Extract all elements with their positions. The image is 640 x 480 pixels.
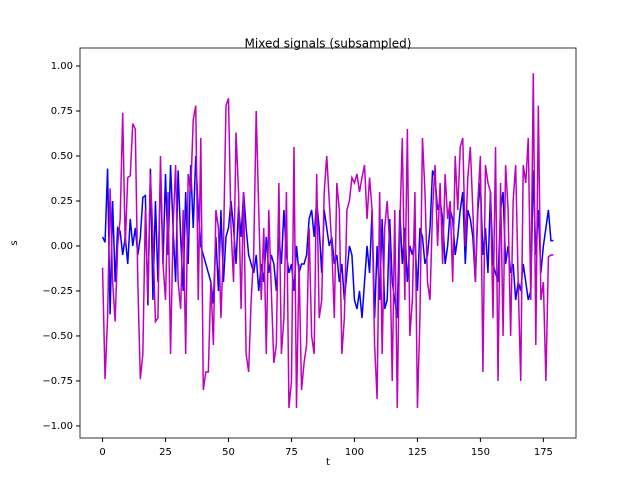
x-tick-label: 175 xyxy=(534,447,553,458)
x-tick-label: 50 xyxy=(222,447,235,458)
y-tick-label: −0.25 xyxy=(42,286,73,297)
chart-title: Mixed signals (subsampled) xyxy=(245,37,412,51)
y-tick-label: −0.75 xyxy=(42,376,73,387)
y-tick-label: 0.00 xyxy=(51,241,73,252)
x-tick-label: 150 xyxy=(471,447,490,458)
x-tick-label: 100 xyxy=(345,447,364,458)
y-tick-label: 0.25 xyxy=(51,196,73,207)
y-tick-label: −1.00 xyxy=(42,421,73,432)
x-axis-label: t xyxy=(326,457,330,468)
y-tick-label: 1.00 xyxy=(51,61,73,72)
y-axis-label: s xyxy=(9,240,20,245)
y-tick-label: −0.50 xyxy=(42,331,73,342)
plot-frame xyxy=(79,47,577,439)
x-tick-label: 0 xyxy=(99,447,105,458)
data-line xyxy=(101,73,554,409)
y-tick-label: 0.50 xyxy=(51,151,73,162)
x-tick-label: 25 xyxy=(159,447,172,458)
x-tick-label: 75 xyxy=(285,447,298,458)
x-tick-label: 125 xyxy=(408,447,427,458)
y-tick-label: 0.75 xyxy=(51,106,73,117)
